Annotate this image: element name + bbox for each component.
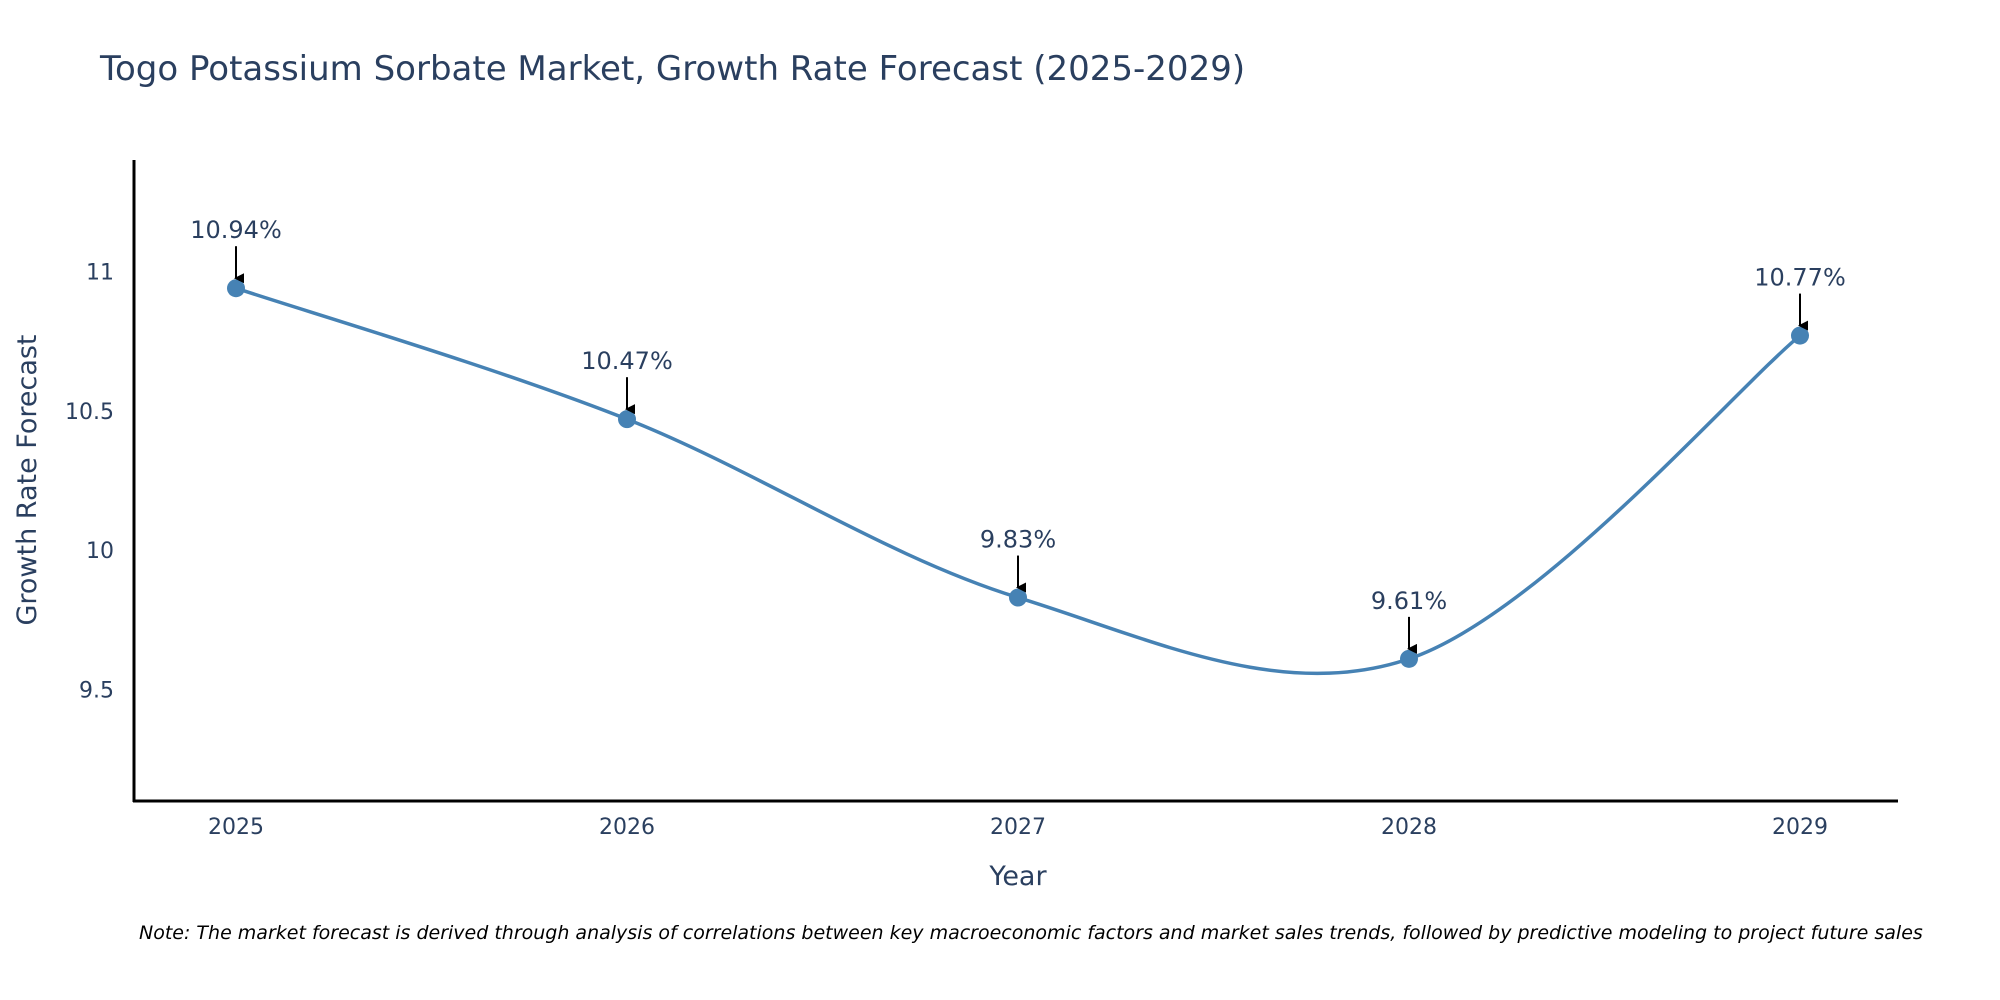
data-label: 10.77% [1754, 264, 1846, 292]
x-axis-title: Year [988, 861, 1047, 892]
x-tick-label: 2028 [1381, 815, 1437, 840]
forecast-note: Note: The market forecast is derived thr… [139, 922, 1923, 944]
axes [132, 160, 1898, 803]
x-tick-label: 2026 [599, 815, 655, 840]
y-tick-label: 10 [86, 539, 114, 564]
data-label: 10.94% [190, 216, 282, 244]
data-annotations: 10.94% 10.47% 9.83% 9.61% 10.77% [190, 216, 1846, 654]
x-tick-labels: 2025 2026 2027 2028 2029 [208, 815, 1828, 840]
data-point-2027 [1009, 588, 1027, 607]
data-label: 9.83% [980, 526, 1056, 554]
y-tick-label: 10.5 [65, 400, 114, 425]
data-point-2028 [1400, 649, 1418, 668]
y-tick-label: 11 [86, 260, 114, 285]
data-label: 10.47% [581, 347, 673, 375]
chart-title: Togo Potassium Sorbate Market, Growth Ra… [99, 49, 1245, 89]
y-axis-title: Growth Rate Forecast [12, 334, 43, 625]
x-tick-label: 2025 [208, 815, 264, 840]
y-tick-label: 9.5 [79, 679, 114, 704]
data-markers [227, 279, 1809, 668]
series-line [235, 286, 1802, 676]
x-tick-label: 2027 [990, 815, 1046, 840]
data-point-2025 [227, 279, 245, 298]
data-point-2026 [618, 410, 636, 429]
data-point-2029 [1791, 326, 1809, 345]
y-tick-labels: 9.5 10 10.5 11 [65, 260, 114, 703]
series-line-group [235, 286, 1802, 676]
x-tick-label: 2029 [1772, 815, 1828, 840]
data-label: 9.61% [1371, 587, 1447, 615]
